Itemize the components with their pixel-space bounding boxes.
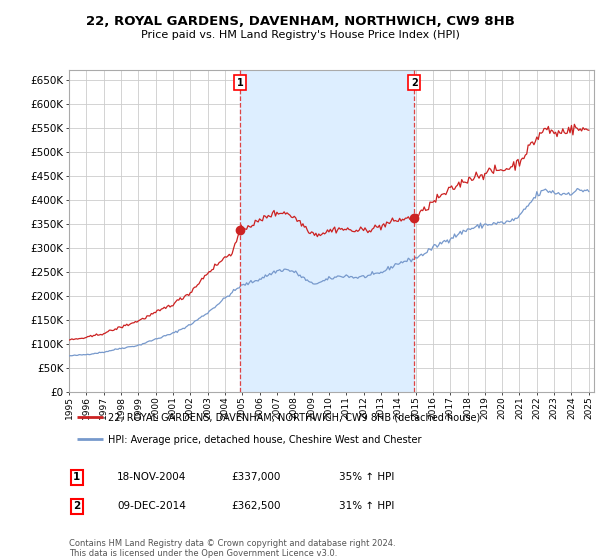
- Text: Price paid vs. HM Land Registry's House Price Index (HPI): Price paid vs. HM Land Registry's House …: [140, 30, 460, 40]
- Text: Contains HM Land Registry data © Crown copyright and database right 2024.
This d: Contains HM Land Registry data © Crown c…: [69, 539, 395, 558]
- Bar: [240, 70, 414, 392]
- Text: 18-NOV-2004: 18-NOV-2004: [117, 472, 187, 482]
- Text: 2: 2: [411, 78, 418, 88]
- Text: 09-DEC-2014: 09-DEC-2014: [117, 501, 186, 511]
- Text: 31% ↑ HPI: 31% ↑ HPI: [339, 501, 394, 511]
- Text: HPI: Average price, detached house, Cheshire West and Chester: HPI: Average price, detached house, Ches…: [109, 435, 422, 445]
- Text: 1: 1: [73, 472, 80, 482]
- Text: 35% ↑ HPI: 35% ↑ HPI: [339, 472, 394, 482]
- Text: 2: 2: [73, 501, 80, 511]
- Text: £362,500: £362,500: [231, 501, 281, 511]
- Text: 22, ROYAL GARDENS, DAVENHAM, NORTHWICH, CW9 8HB (detached house): 22, ROYAL GARDENS, DAVENHAM, NORTHWICH, …: [109, 413, 481, 422]
- Text: £337,000: £337,000: [231, 472, 280, 482]
- Text: 22, ROYAL GARDENS, DAVENHAM, NORTHWICH, CW9 8HB: 22, ROYAL GARDENS, DAVENHAM, NORTHWICH, …: [86, 15, 514, 28]
- Text: 1: 1: [237, 78, 244, 88]
